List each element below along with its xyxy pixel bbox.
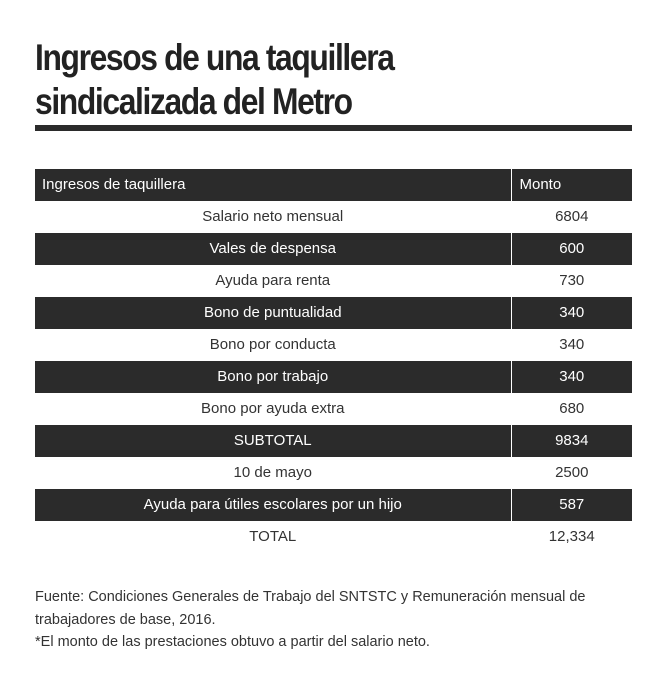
row-value: 12,334 bbox=[510, 521, 632, 553]
table-header-row: Ingresos de taquillera Monto bbox=[35, 169, 632, 201]
row-value: 680 bbox=[510, 393, 632, 425]
row-label: Bono por ayuda extra bbox=[35, 393, 511, 425]
income-table: Ingresos de taquillera Monto Salario net… bbox=[35, 169, 632, 553]
table-row: Bono por ayuda extra 680 bbox=[35, 393, 632, 425]
table-row: Vales de despensa 600 bbox=[35, 233, 632, 265]
source-notes: Fuente: Condiciones Generales de Trabajo… bbox=[35, 586, 625, 654]
title-divider bbox=[35, 125, 632, 131]
row-label: TOTAL bbox=[35, 521, 511, 553]
table-row: Ayuda para útiles escolares por un hijo … bbox=[35, 489, 632, 521]
row-label: Salario neto mensual bbox=[35, 201, 511, 233]
row-label: Vales de despensa bbox=[35, 233, 511, 265]
row-value: 730 bbox=[510, 265, 632, 297]
row-value: 6804 bbox=[510, 201, 632, 233]
row-label: Ayuda para renta bbox=[35, 265, 511, 297]
row-value: 2500 bbox=[510, 457, 632, 489]
table-row: Bono por trabajo 340 bbox=[35, 361, 632, 393]
table-row: Ayuda para renta 730 bbox=[35, 265, 632, 297]
subtotal-row: SUBTOTAL 9834 bbox=[35, 425, 632, 457]
row-label: Bono por trabajo bbox=[35, 361, 511, 393]
column-header-concept: Ingresos de taquillera bbox=[35, 169, 511, 201]
table-row: Bono por conducta 340 bbox=[35, 329, 632, 361]
row-value: 587 bbox=[510, 489, 632, 521]
row-value: 340 bbox=[510, 297, 632, 329]
source-citation: Fuente: Condiciones Generales de Trabajo… bbox=[35, 589, 586, 628]
row-value: 9834 bbox=[510, 425, 632, 457]
total-row: TOTAL 12,334 bbox=[35, 521, 632, 553]
row-value: 600 bbox=[510, 233, 632, 265]
column-header-amount: Monto bbox=[510, 169, 632, 201]
title-line-2: sindicalizada del Metro bbox=[35, 81, 353, 122]
row-label: Bono de puntualidad bbox=[35, 297, 511, 329]
row-value: 340 bbox=[510, 361, 632, 393]
table-row: Bono de puntualidad 340 bbox=[35, 297, 632, 329]
table-row: Salario neto mensual 6804 bbox=[35, 201, 632, 233]
row-label: Ayuda para útiles escolares por un hijo bbox=[35, 489, 511, 521]
row-label: Bono por conducta bbox=[35, 329, 511, 361]
title-line-1: Ingresos de una taquillera bbox=[35, 37, 395, 78]
footnote: *El monto de las prestaciones obtuvo a p… bbox=[35, 634, 430, 650]
row-label: SUBTOTAL bbox=[35, 425, 511, 457]
row-label: 10 de mayo bbox=[35, 457, 511, 489]
row-value: 340 bbox=[510, 329, 632, 361]
table-row: 10 de mayo 2500 bbox=[35, 457, 632, 489]
page-title: Ingresos de una taquillera sindicalizada… bbox=[35, 36, 551, 124]
